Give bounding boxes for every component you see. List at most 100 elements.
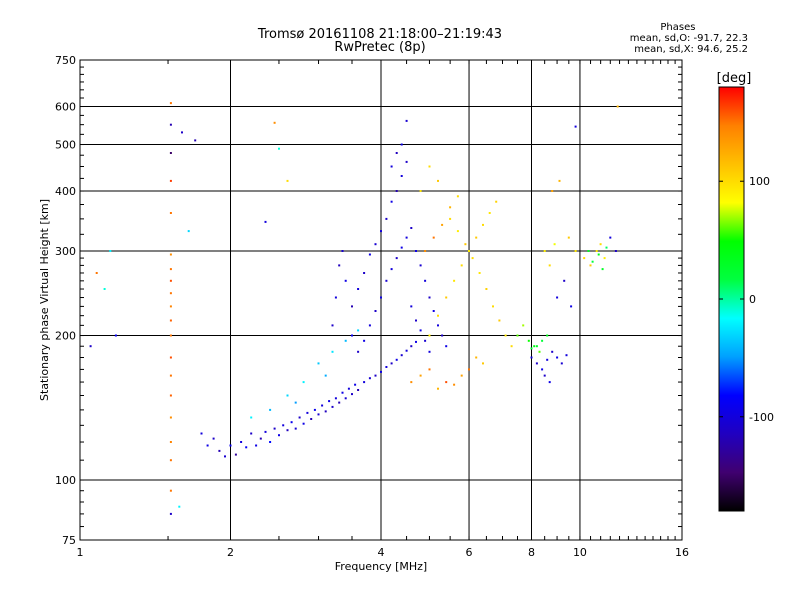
- data-point: [400, 175, 403, 177]
- data-point: [609, 236, 612, 239]
- phase-stats-header: Phases: [660, 22, 696, 33]
- data-point: [344, 339, 347, 342]
- data-point: [341, 250, 344, 252]
- data-point: [551, 190, 554, 192]
- data-point: [605, 246, 608, 249]
- data-point: [334, 397, 337, 400]
- colorbar: [718, 86, 745, 512]
- data-point: [428, 165, 431, 168]
- data-point: [224, 455, 226, 458]
- data-point: [567, 236, 570, 239]
- data-point: [269, 408, 272, 411]
- data-point: [595, 250, 598, 252]
- data-point: [432, 236, 435, 239]
- data-point: [437, 314, 439, 317]
- data-point: [445, 345, 448, 348]
- data-point: [169, 374, 172, 377]
- data-point: [449, 206, 452, 209]
- data-point: [169, 334, 172, 337]
- data-point: [255, 444, 258, 447]
- data-point: [597, 253, 600, 256]
- data-point: [278, 147, 280, 150]
- data-point: [589, 264, 592, 267]
- data-point: [400, 354, 403, 357]
- phase-stats: Phases mean, sd,O: -91.7, 22.3 mean, sd,…: [630, 22, 748, 55]
- data-point: [456, 230, 459, 233]
- data-point: [245, 446, 248, 449]
- x-tick-label: 16: [675, 546, 689, 559]
- data-point: [485, 288, 488, 290]
- data-point: [212, 437, 215, 440]
- data-point: [354, 383, 357, 386]
- data-point: [206, 444, 209, 447]
- data-point: [374, 310, 377, 312]
- data-point: [390, 200, 393, 203]
- data-point: [109, 250, 112, 252]
- data-point: [460, 374, 463, 377]
- data-point: [306, 411, 309, 414]
- x-tick-label: 8: [528, 546, 535, 559]
- data-point: [428, 296, 431, 299]
- data-point: [194, 139, 197, 142]
- data-point: [563, 279, 566, 282]
- data-point: [419, 374, 422, 377]
- data-point: [259, 437, 262, 440]
- data-point: [437, 324, 439, 327]
- data-point: [380, 230, 382, 233]
- y-tick-label: 600: [55, 101, 76, 114]
- x-axis-label: Frequency [MHz]: [335, 560, 427, 573]
- data-point: [410, 305, 413, 308]
- data-point: [351, 393, 353, 396]
- data-point: [591, 260, 594, 263]
- data-point: [169, 179, 172, 182]
- data-point: [334, 296, 337, 299]
- data-point: [543, 250, 546, 252]
- data-point: [347, 387, 350, 390]
- data-point: [321, 404, 324, 407]
- data-point: [294, 427, 297, 430]
- data-point: [400, 143, 403, 146]
- data-point: [363, 381, 366, 384]
- data-point: [405, 236, 408, 239]
- data-point: [344, 279, 347, 282]
- data-point: [331, 350, 334, 353]
- data-point: [302, 381, 305, 384]
- data-point: [298, 416, 301, 419]
- data-point: [535, 345, 538, 348]
- data-point: [405, 349, 408, 352]
- x-tick-label: 4: [378, 546, 385, 559]
- data-point: [498, 319, 501, 322]
- data-point: [357, 350, 360, 353]
- data-points: [89, 102, 619, 515]
- data-point: [351, 305, 353, 308]
- data-point: [556, 356, 559, 359]
- y-tick-label: 500: [55, 139, 76, 152]
- data-point: [488, 212, 491, 214]
- data-point: [415, 250, 417, 252]
- data-point: [419, 264, 422, 267]
- data-point: [317, 362, 320, 365]
- data-point: [456, 195, 459, 198]
- data-point: [538, 350, 541, 353]
- data-point: [574, 250, 577, 252]
- data-point: [278, 434, 280, 437]
- data-point: [445, 381, 448, 384]
- data-point: [294, 401, 297, 404]
- data-point: [169, 268, 172, 271]
- data-point: [583, 257, 586, 260]
- data-point: [603, 257, 606, 260]
- data-point: [468, 250, 470, 252]
- data-point: [482, 223, 484, 226]
- data-point: [169, 123, 172, 126]
- colorbar-tick-label: 100: [749, 175, 770, 188]
- data-point: [556, 296, 559, 299]
- data-point: [475, 236, 478, 239]
- data-point: [428, 350, 431, 353]
- data-point: [169, 305, 172, 308]
- data-point: [614, 250, 617, 252]
- data-point: [385, 279, 388, 282]
- data-point: [240, 441, 243, 443]
- data-point: [324, 374, 327, 377]
- data-point: [453, 279, 456, 282]
- data-point: [390, 362, 393, 365]
